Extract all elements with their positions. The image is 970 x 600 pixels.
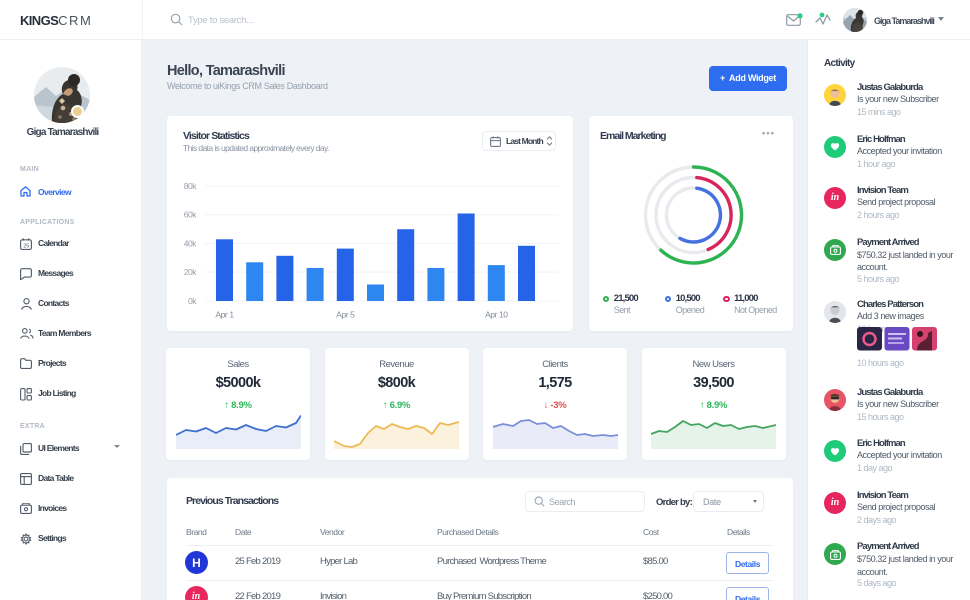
svg-text:60k: 60k — [184, 210, 197, 220]
svg-text:H: H — [192, 556, 201, 570]
svg-text:80k: 80k — [184, 181, 197, 191]
svg-text:0k: 0k — [188, 296, 197, 306]
svg-text:25: 25 — [23, 243, 29, 249]
svg-text:Apr 10: Apr 10 — [485, 310, 508, 320]
svg-text:Apr 5: Apr 5 — [336, 310, 355, 320]
svg-text:Apr 1: Apr 1 — [215, 310, 234, 320]
svg-text:20k: 20k — [184, 267, 197, 277]
svg-text:40k: 40k — [184, 238, 197, 248]
